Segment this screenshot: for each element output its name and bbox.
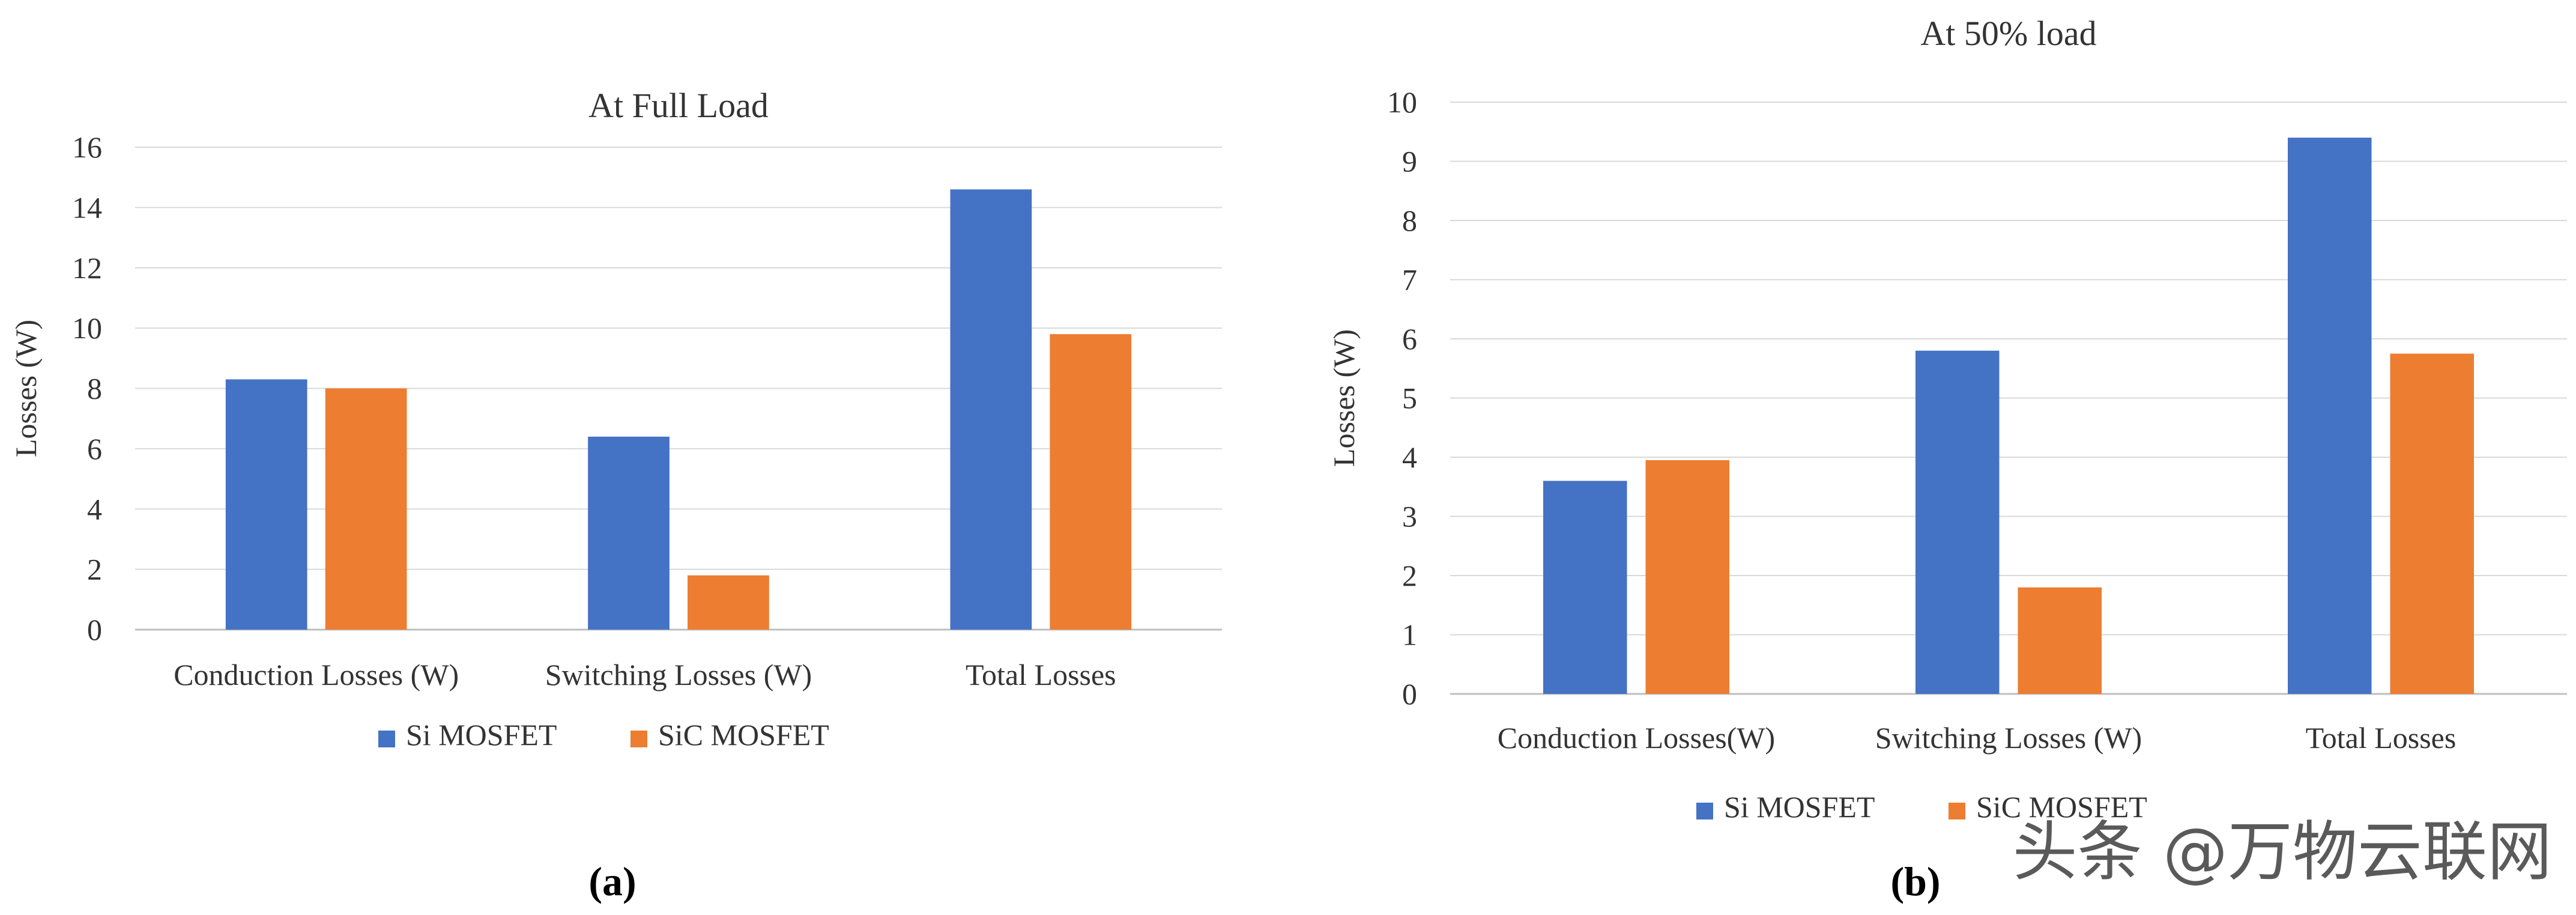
bar-si [2288, 138, 2372, 695]
y-tick-label: 1 [1402, 618, 1417, 652]
y-tick-label: 6 [87, 432, 102, 466]
legend-label: SiC MOSFET [1976, 790, 2147, 824]
legend-swatch-si [1696, 803, 1713, 819]
y-tick-label: 8 [1402, 204, 1417, 237]
chart-full-load: At Full Load Losses (W) 0 2 4 6 8 10 12 14 16 Condu… [9, 86, 1222, 752]
y-tick-label: 5 [1402, 382, 1417, 415]
y-tick-label: 4 [1402, 440, 1417, 474]
bar-si [588, 436, 670, 630]
y-tick-label: 6 [1402, 322, 1417, 356]
y-tick-label: 10 [72, 311, 102, 345]
y-tick-label: 16 [72, 130, 102, 164]
chart-half-load: At 50% load Losses (W) 0 1 2 3 4 5 6 7 8 9 10 Conduct… [1327, 14, 2567, 824]
x-tick-label: Total Losses [966, 658, 1116, 692]
legend-swatch-si [378, 731, 395, 747]
bar-sic [325, 388, 407, 630]
chart-title: At Full Load [588, 86, 769, 125]
y-tick-label: 14 [72, 190, 102, 224]
y-axis-label: Losses (W) [1327, 329, 1361, 467]
bar-si [950, 189, 1032, 630]
y-tick-label: 12 [72, 251, 102, 285]
y-tick-label: 9 [1402, 145, 1417, 178]
watermark-text: 头条 @万物云联网 [2013, 815, 2552, 890]
y-tick-label: 3 [1402, 500, 1417, 533]
legend-label: Si MOSFET [1724, 790, 1875, 824]
y-tick-label: 10 [1387, 85, 1417, 119]
y-axis-label: Losses (W) [9, 320, 43, 457]
legend-label: SiC MOSFET [658, 718, 829, 752]
y-tick-label: 0 [87, 613, 102, 646]
bar-si [1915, 350, 2000, 694]
chart-title: At 50% load [1920, 14, 2096, 53]
bar-sic [2390, 353, 2474, 694]
bar-sic [2018, 587, 2102, 694]
bar-si [225, 379, 307, 630]
y-tick-label: 7 [1402, 263, 1417, 297]
x-tick-label: Switching Losses (W) [545, 658, 812, 692]
y-tick-label: 2 [1402, 559, 1417, 592]
bar-sic [688, 575, 769, 630]
y-tick-label: 0 [1402, 677, 1417, 711]
y-tick-label: 8 [87, 372, 102, 406]
legend-label: Si MOSFET [406, 718, 557, 752]
x-tick-label: Switching Losses (W) [1875, 721, 2142, 755]
legend-swatch-sic [1949, 803, 1965, 819]
y-tick-label: 2 [87, 553, 102, 586]
x-tick-label: Total Losses [2306, 721, 2457, 755]
caption-a: (a) [588, 859, 636, 904]
x-tick-label: Conduction Losses (W) [174, 658, 459, 692]
bar-sic [1050, 334, 1132, 630]
bar-sic [1645, 460, 1729, 694]
bar-si [1543, 481, 1627, 694]
caption-b: (b) [1890, 859, 1940, 904]
y-tick-label: 4 [87, 492, 102, 526]
legend-swatch-sic [630, 731, 647, 747]
x-tick-label: Conduction Losses(W) [1498, 721, 1775, 755]
